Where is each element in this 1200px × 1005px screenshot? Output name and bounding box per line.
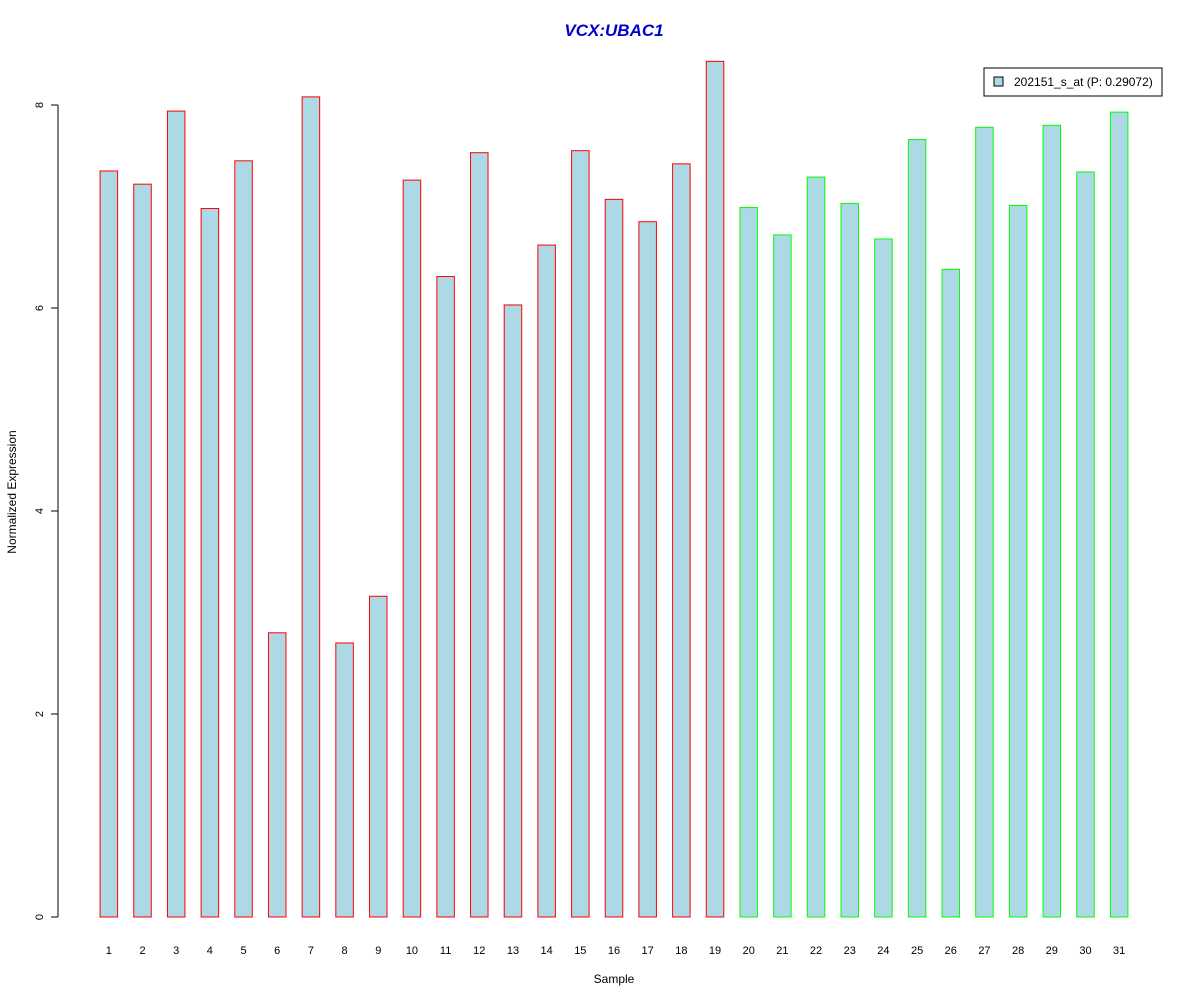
- x-tick-label: 19: [709, 945, 721, 957]
- x-tick-label: 22: [810, 945, 822, 957]
- bar-sample-30: [1076, 171, 1095, 918]
- bar-sample-25: [907, 139, 927, 918]
- bar-sample-13: [503, 304, 523, 918]
- legend-swatch: [993, 76, 1004, 87]
- bar-sample-11: [436, 276, 455, 918]
- bar-sample-7: [301, 96, 321, 918]
- x-tick-label: 28: [1012, 945, 1024, 957]
- x-tick-label: 25: [911, 945, 923, 957]
- x-tick-label: 21: [776, 945, 788, 957]
- bar-sample-15: [571, 150, 590, 918]
- x-tick-label: 12: [473, 945, 485, 957]
- x-tick-label: 6: [274, 945, 280, 957]
- x-tick-label: 7: [308, 945, 314, 957]
- bar-sample-28: [1008, 204, 1028, 918]
- x-tick-label: 20: [743, 945, 755, 957]
- x-tick-label: 16: [608, 945, 620, 957]
- x-tick-label: 24: [877, 945, 889, 957]
- x-tick-label: 31: [1113, 945, 1125, 957]
- x-tick-label: 9: [375, 945, 381, 957]
- x-tick-label: 27: [978, 945, 990, 957]
- bar-sample-23: [840, 202, 859, 918]
- bar-sample-14: [537, 244, 556, 918]
- x-tick-label: 26: [945, 945, 957, 957]
- bar-sample-21: [773, 234, 792, 918]
- bars-group: [99, 60, 1129, 918]
- bar-sample-2: [133, 183, 152, 918]
- bar-sample-27: [975, 126, 994, 918]
- bar-sample-10: [402, 179, 422, 918]
- x-tick-label: 29: [1046, 945, 1058, 957]
- y-tick-label: 2: [34, 711, 46, 717]
- x-tick-label: 17: [642, 945, 654, 957]
- bar-sample-26: [941, 268, 961, 918]
- x-tick-label: 4: [207, 945, 213, 957]
- x-tick-label: 23: [844, 945, 856, 957]
- bar-sample-24: [874, 238, 893, 918]
- x-tick-label: 10: [406, 945, 418, 957]
- chart-title: VCX:UBAC1: [564, 21, 663, 40]
- bar-sample-4: [200, 208, 220, 918]
- bar-sample-31: [1109, 111, 1129, 918]
- x-axis-label: Sample: [594, 972, 635, 986]
- bar-sample-19: [705, 60, 725, 918]
- x-tick-label: 2: [139, 945, 145, 957]
- bar-sample-5: [234, 160, 253, 918]
- y-tick-label: 0: [34, 914, 46, 920]
- bar-sample-17: [638, 221, 657, 918]
- x-tick-label: 11: [440, 945, 451, 957]
- y-tick-label: 6: [34, 305, 46, 311]
- bar-sample-8: [335, 642, 354, 918]
- bar-sample-29: [1042, 124, 1062, 918]
- bar-sample-22: [806, 176, 826, 918]
- x-tick-label: 1: [106, 945, 112, 957]
- legend: 202151_s_at (P: 0.29072): [983, 67, 1163, 97]
- bar-sample-12: [470, 152, 489, 918]
- x-tick-label: 30: [1079, 945, 1091, 957]
- x-tick-labels: 1 2 3 4 5 6 7 8 9 10 11 12 13 14 15 16 17 18 19 20 21 22 23 24 2…: [106, 945, 1126, 957]
- x-tick-label: 14: [541, 945, 553, 957]
- bar-sample-9: [369, 595, 388, 918]
- legend-box: [983, 67, 1163, 97]
- x-tick-label: 15: [574, 945, 586, 957]
- bar-sample-6: [267, 632, 287, 918]
- legend-series-label: 202151_s_at (P: 0.29072): [1014, 75, 1153, 89]
- bar-sample-1: [99, 170, 119, 918]
- x-tick-label: 3: [173, 945, 179, 957]
- x-tick-label: 8: [342, 945, 348, 957]
- y-tick-label: 4: [34, 508, 46, 514]
- y-axis: 0 2 4 6 8: [34, 102, 59, 920]
- x-tick-label: 18: [675, 945, 687, 957]
- y-axis-label: Normalized Expression: [5, 430, 19, 553]
- x-tick-label: 13: [507, 945, 519, 957]
- y-tick-label: 8: [34, 102, 46, 108]
- bar-sample-18: [672, 163, 691, 918]
- bar-sample-3: [166, 110, 186, 918]
- x-tick-label: 5: [240, 945, 246, 957]
- bar-sample-16: [604, 198, 624, 918]
- bar-sample-20: [739, 207, 758, 918]
